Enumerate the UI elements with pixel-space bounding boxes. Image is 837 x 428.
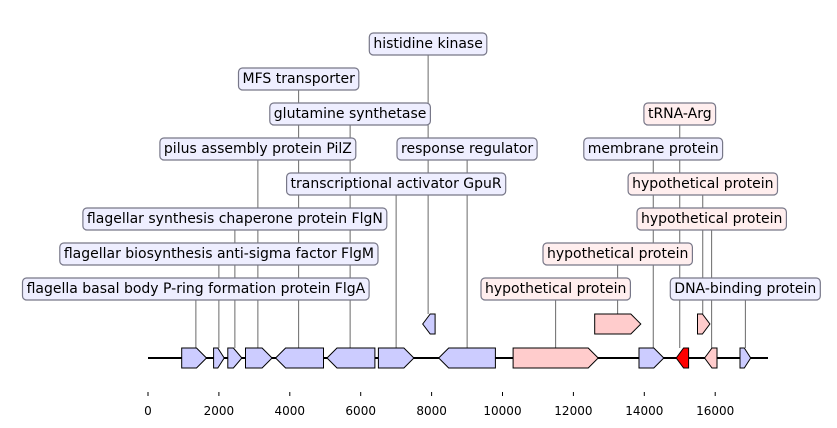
gene-label-14: hypothetical protein [632, 176, 773, 192]
gene-label-1: flagella basal body P-ring formation pro… [27, 281, 366, 297]
gene-label-box-14 [627, 172, 779, 196]
gene-label-box-11 [542, 242, 693, 266]
x-tick-label: 0 [144, 404, 152, 418]
gene-label-13: tRNA-Arg [648, 106, 712, 122]
gene-arrow-11 [594, 313, 642, 335]
gene-arrow-4 [245, 347, 273, 369]
gene-arrow-13 [675, 347, 690, 369]
gene-arrow-9 [437, 347, 496, 369]
gene-arrow-3 [227, 347, 243, 369]
gene-label-15: hypothetical protein [641, 211, 782, 227]
gene-label-box-6 [269, 102, 431, 126]
gene-label-box-1 [21, 277, 370, 301]
gene-label-12: membrane protein [588, 141, 719, 157]
gene-arrow-1 [181, 347, 208, 369]
gene-label-11: hypothetical protein [547, 246, 688, 262]
gene-label-5: MFS transporter [243, 71, 356, 87]
gene-label-box-5 [237, 67, 360, 91]
gene-arrow-2 [213, 347, 225, 369]
x-tick-label: 6000 [345, 404, 376, 418]
gene-label-16: DNA-binding protein [674, 281, 816, 297]
gene-label-box-8 [368, 32, 488, 56]
gene-arrow-7 [377, 347, 415, 369]
gene-labels: flagella basal body P-ring formation pro… [21, 32, 821, 301]
gene-label-8: histidine kinase [373, 36, 483, 52]
x-tick-label: 2000 [204, 404, 235, 418]
x-tick-label: 12000 [554, 404, 592, 418]
gene-arrow-6 [326, 347, 376, 369]
x-tick-label: 16000 [696, 404, 734, 418]
gene-label-7: transcriptional activator GpuR [291, 176, 502, 192]
gene-features [181, 313, 752, 369]
gene-label-box-7 [286, 172, 507, 196]
gene-label-3: flagellar synthesis chaperone protein Fl… [87, 211, 383, 227]
x-tick-label: 14000 [625, 404, 663, 418]
gene-label-6: glutamine synthetase [274, 106, 427, 122]
gene-label-box-15 [636, 207, 787, 231]
gene-label-10: hypothetical protein [485, 281, 626, 297]
x-tick-label: 10000 [483, 404, 521, 418]
gene-label-box-16 [669, 277, 821, 301]
gene-arrow-12 [638, 347, 665, 369]
gene-label-box-4 [159, 137, 357, 161]
gene-label-box-10 [480, 277, 631, 301]
gene-arrow-10 [512, 347, 599, 369]
x-tick-label: 4000 [275, 404, 306, 418]
x-axis: 0 2000 4000 6000 8000 10000 12000 14000 16000 [144, 392, 734, 418]
gene-label-box-13 [643, 102, 717, 126]
gene-label-box-2 [59, 242, 379, 266]
gene-label-9: response regulator [401, 141, 533, 157]
gene-label-box-3 [82, 207, 388, 231]
gene-label-2: flagellar biosynthesis anti-sigma factor… [64, 246, 374, 262]
gene-arrow-8 [422, 313, 436, 335]
gene-arrow-14 [697, 313, 711, 335]
gene-label-4: pilus assembly protein PilZ [164, 141, 352, 157]
gene-arrow-5 [274, 347, 324, 369]
gene-label-box-9 [396, 137, 538, 161]
gene-arrow-16 [739, 347, 752, 369]
gene-label-box-12 [583, 137, 724, 161]
x-tick-label: 8000 [416, 404, 447, 418]
gene-arrow-15 [703, 347, 718, 369]
